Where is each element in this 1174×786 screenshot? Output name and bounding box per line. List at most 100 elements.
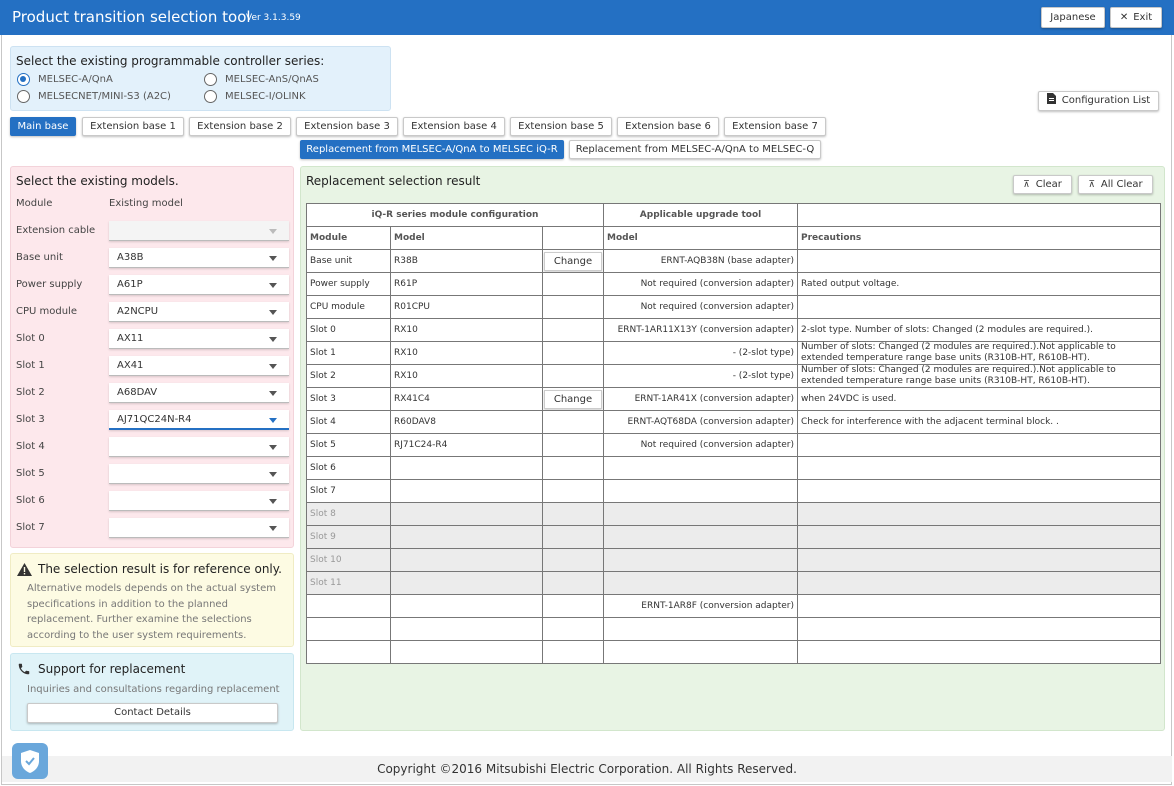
cell-model — [390, 571, 543, 595]
cell-precautions — [797, 433, 1161, 457]
cell-tool-model — [603, 525, 798, 549]
exit-button[interactable]: ✕ Exit — [1110, 7, 1162, 28]
select-value: A2NCPU — [117, 306, 159, 317]
table-row: Base unit R38B Change ERNT-AQB38N (base ada… — [306, 249, 1161, 273]
table-row — [306, 617, 1161, 641]
tab-replacement-iq-r[interactable]: Replacement from MELSEC-A/QnA to MELSEC … — [300, 140, 564, 159]
cell-module: Slot 11 — [306, 571, 391, 595]
label-slot-0: Slot 0 — [16, 333, 45, 344]
table-row: Slot 4 R60DAV8 ERNT-AQT68DA (conversion ad… — [306, 410, 1161, 434]
support-panel: Support for replacement Inquiries and co… — [10, 653, 294, 731]
tab-extension-base-7[interactable]: Extension base 7 — [724, 117, 826, 136]
select-slot-2[interactable]: A68DAV — [109, 383, 289, 403]
tab-extension-base-1[interactable]: Extension base 1 — [82, 117, 184, 136]
replacement-result-panel: Replacement selection result ⊼ Clear ⊼ All… — [300, 166, 1165, 731]
label-slot-7: Slot 7 — [16, 522, 45, 533]
footer: Copyright ©2016 Mitsubishi Electric Corp… — [0, 756, 1174, 782]
shield-glyph — [21, 750, 39, 773]
label-slot-2: Slot 2 — [16, 387, 45, 398]
cell-model — [390, 617, 543, 641]
radio-melsecnet-mini[interactable]: MELSECNET/MINI-S3 (A2C) — [17, 90, 171, 103]
radio-melsec-ans-qnas[interactable]: MELSEC-AnS/QnAS — [204, 73, 319, 86]
clear-label: Clear — [1035, 179, 1062, 190]
cell-model — [390, 502, 543, 526]
select-cpu-module[interactable]: A2NCPU — [109, 302, 289, 322]
chevron-down-icon — [269, 229, 277, 234]
table-row: Slot 5 RJ71C24-R4 Not required (conversion… — [306, 433, 1161, 457]
select-slot-1[interactable]: AX41 — [109, 356, 289, 376]
change-button[interactable]: Change — [544, 251, 602, 271]
cell-module: Slot 2 — [306, 364, 391, 388]
tab-replacement-melsec-q[interactable]: Replacement from MELSEC-A/QnA to MELSEC-… — [569, 140, 821, 159]
models-col-module: Module — [16, 198, 53, 209]
contact-details-button[interactable]: Contact Details — [27, 703, 278, 723]
clear-all-icon: ⊼ — [1088, 180, 1095, 190]
select-slot-7[interactable] — [109, 518, 289, 538]
radio-melsec-a-qna[interactable]: MELSEC-A/QnA — [17, 73, 113, 86]
select-slot-3[interactable]: AJ71QC24N-R4 — [109, 410, 289, 430]
table-row: Slot 0 RX10 ERNT-1AR11X13Y (conversion ada… — [306, 318, 1161, 342]
table-row: Slot 6 — [306, 456, 1161, 480]
models-prompt: Select the existing models. — [16, 174, 179, 188]
cell-change — [542, 479, 604, 503]
select-slot-0[interactable]: AX11 — [109, 329, 289, 349]
clear-icon: ⊼ — [1023, 180, 1030, 190]
radio-label: MELSEC-I/OLINK — [225, 91, 306, 102]
cell-model: R01CPU — [390, 295, 543, 319]
cell-precautions — [797, 640, 1161, 664]
tab-extension-base-2[interactable]: Extension base 2 — [189, 117, 291, 136]
tab-extension-base-3[interactable]: Extension base 3 — [296, 117, 398, 136]
cell-precautions — [797, 502, 1161, 526]
label-slot-3: Slot 3 — [16, 414, 45, 425]
cell-tool-model: - (2-slot type) — [603, 364, 798, 388]
chevron-down-icon — [269, 364, 277, 369]
group-header-blank — [797, 203, 1161, 227]
cell-module — [306, 594, 391, 618]
col-tool-model: Model — [603, 226, 798, 250]
cell-precautions: Number of slots: Changed (2 modules are … — [797, 341, 1161, 365]
select-value: A68DAV — [117, 387, 158, 398]
japanese-button[interactable]: Japanese — [1041, 7, 1105, 28]
chevron-down-icon — [269, 310, 277, 315]
change-button[interactable]: Change — [544, 389, 602, 409]
cell-precautions — [797, 456, 1161, 480]
tab-main-base[interactable]: Main base — [10, 117, 76, 136]
cell-change — [542, 594, 604, 618]
select-slot-4[interactable] — [109, 437, 289, 457]
cell-precautions: 2-slot type. Number of slots: Changed (2… — [797, 318, 1161, 342]
clear-button[interactable]: ⊼ Clear — [1013, 175, 1072, 194]
result-table-body: Base unit R38B Change ERNT-AQB38N (base ada… — [306, 249, 1161, 664]
cell-change — [542, 318, 604, 342]
select-extension-cable[interactable] — [109, 221, 289, 241]
select-slot-5[interactable] — [109, 464, 289, 484]
configuration-list-label: Configuration List — [1061, 95, 1151, 106]
tab-extension-base-5[interactable]: Extension base 5 — [510, 117, 612, 136]
cell-tool-model: Not required (conversion adapter) — [603, 295, 798, 319]
series-prompt: Select the existing programmable control… — [16, 54, 325, 68]
cell-change — [542, 341, 604, 365]
models-col-existing-model: Existing model — [109, 198, 183, 209]
cell-precautions — [797, 525, 1161, 549]
cell-change — [542, 571, 604, 595]
table-row — [306, 640, 1161, 664]
cell-change — [542, 502, 604, 526]
cell-module: CPU module — [306, 295, 391, 319]
configuration-list-button[interactable]: Configuration List — [1038, 91, 1159, 111]
table-row: Slot 3 RX41C4 Change ERNT-1AR41X (conversio… — [306, 387, 1161, 411]
cell-precautions — [797, 479, 1161, 503]
tab-extension-base-6[interactable]: Extension base 6 — [617, 117, 719, 136]
radio-melsec-i-olink[interactable]: MELSEC-I/OLINK — [204, 90, 306, 103]
cell-precautions — [797, 548, 1161, 572]
select-power-supply[interactable]: A61P — [109, 275, 289, 295]
select-slot-6[interactable] — [109, 491, 289, 511]
all-clear-button[interactable]: ⊼ All Clear — [1078, 175, 1153, 194]
cell-model: R38B — [390, 249, 543, 273]
cell-tool-model — [603, 456, 798, 480]
radio-dot-icon — [17, 90, 30, 103]
tab-extension-base-4[interactable]: Extension base 4 — [403, 117, 505, 136]
cell-model: RJ71C24-R4 — [390, 433, 543, 457]
select-base-unit[interactable]: A38B — [109, 248, 289, 268]
cell-change — [542, 640, 604, 664]
table-row: Power supply R61P Not required (conversion… — [306, 272, 1161, 296]
shield-icon[interactable] — [12, 743, 48, 779]
